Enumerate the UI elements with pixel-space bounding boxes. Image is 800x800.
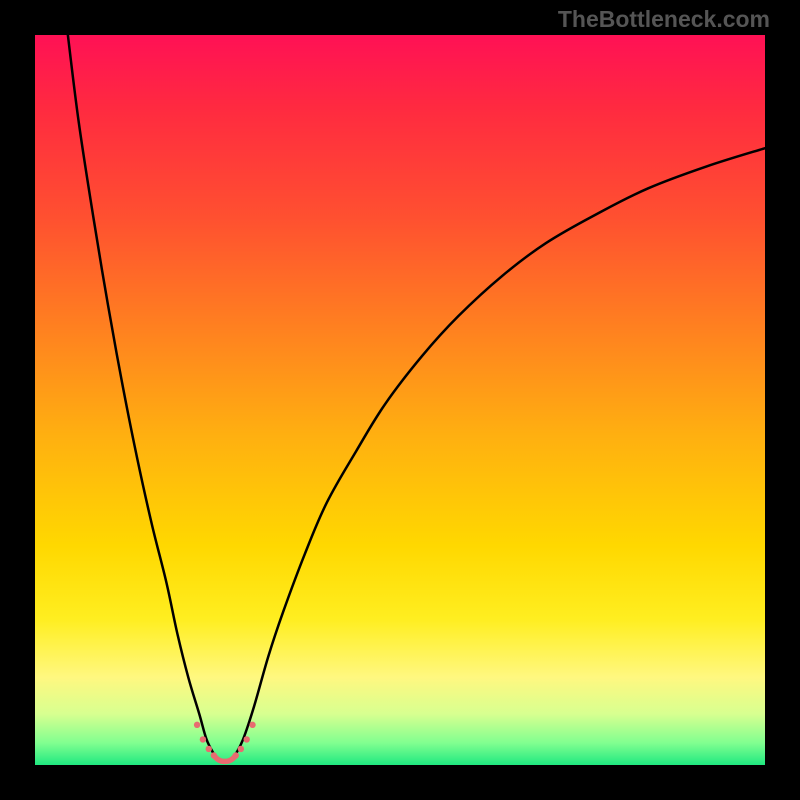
chart-svg	[0, 0, 800, 800]
valley-dot-right-3	[249, 722, 255, 728]
valley-dot-right-0	[233, 752, 239, 758]
valley-dot-right-2	[244, 736, 250, 742]
valley-dot-left-3	[211, 752, 217, 758]
valley-dot-left-0	[194, 722, 200, 728]
watermark-text: TheBottleneck.com	[558, 6, 770, 33]
valley-dot-left-1	[200, 736, 206, 742]
valley-dot-left-2	[206, 746, 212, 752]
valley-dot-right-1	[238, 746, 244, 752]
chart-container	[0, 0, 800, 800]
gradient-background	[35, 35, 765, 765]
